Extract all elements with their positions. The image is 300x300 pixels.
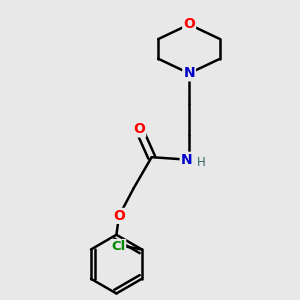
Text: O: O [113,209,125,223]
Text: O: O [183,17,195,32]
Text: Cl: Cl [111,240,125,253]
Text: O: O [133,122,145,136]
Text: H: H [197,156,206,169]
Text: N: N [181,153,192,167]
Text: N: N [183,66,195,80]
